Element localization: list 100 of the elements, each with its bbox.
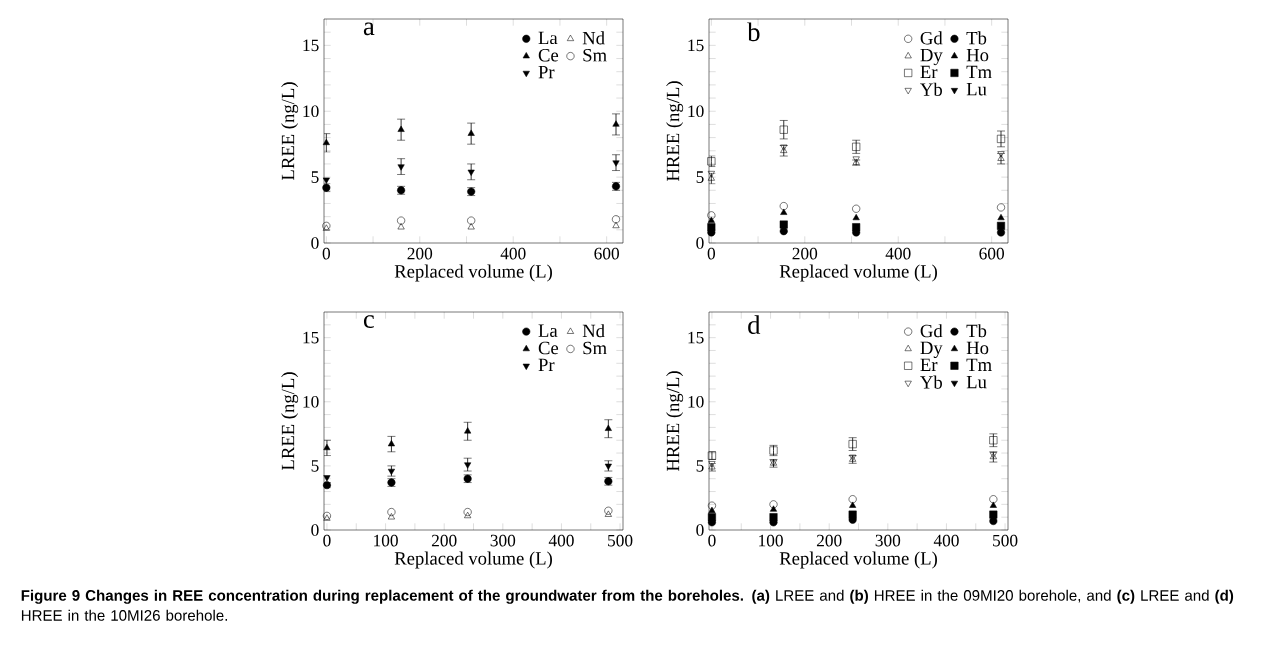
point	[769, 500, 778, 509]
point	[467, 169, 475, 176]
y-tick-label: 0	[696, 524, 704, 536]
y-axis-title: LREE (ng/L)	[281, 82, 299, 180]
x-axis-title: Replaced volume (L)	[779, 551, 937, 569]
y-axis-title: HREE (ng/L)	[666, 81, 684, 182]
chart-title: b	[747, 22, 760, 42]
chart-title: a	[363, 22, 375, 36]
point	[387, 508, 396, 517]
point	[397, 223, 405, 230]
legend-label: Lu	[966, 375, 987, 389]
point	[708, 506, 716, 513]
legend-label: Yb	[920, 82, 942, 96]
point	[769, 513, 778, 522]
point	[322, 138, 330, 145]
point	[997, 221, 1006, 230]
y-tick-label: 10	[688, 105, 704, 118]
x-tick-label: 400	[885, 247, 911, 260]
y-tick-label: 15	[688, 39, 704, 52]
legend-label: Er	[920, 358, 938, 371]
y-tick-label: 0	[311, 237, 319, 249]
point	[707, 223, 716, 232]
legend-label: La	[538, 324, 558, 337]
point	[397, 216, 406, 225]
legend-label: Ho	[966, 341, 989, 355]
x-tick-label: 0	[322, 247, 331, 260]
point	[707, 501, 716, 510]
legend-label: Nd	[582, 31, 605, 45]
point	[852, 204, 861, 213]
point	[322, 511, 331, 520]
point	[612, 160, 620, 167]
legend-label: Nd	[582, 324, 605, 338]
point	[463, 508, 472, 517]
y-tick-label: 10	[303, 395, 319, 408]
point	[989, 510, 998, 519]
legend-label: Sm	[583, 341, 607, 355]
legend-label: Tm	[966, 65, 992, 79]
x-tick-label: 300	[490, 534, 516, 547]
point	[323, 443, 331, 451]
point	[848, 495, 857, 504]
legend-label: Dy	[920, 341, 943, 359]
legend-label: Tm	[966, 358, 992, 371]
point	[611, 215, 620, 224]
point	[997, 213, 1005, 221]
point	[387, 440, 395, 447]
point	[322, 224, 330, 231]
x-tick-label: 300	[875, 534, 901, 547]
y-axis-title: HREE (ng/L)	[666, 371, 684, 472]
point	[779, 202, 788, 211]
x-tick-label: 400	[500, 247, 526, 260]
legend-label: Sm	[583, 48, 607, 62]
point	[322, 221, 331, 230]
legend-label: Tb	[966, 324, 987, 338]
y-tick-label: 10	[688, 395, 704, 408]
x-tick-label: 200	[431, 534, 457, 547]
legend-label: Yb	[920, 375, 942, 389]
point	[387, 468, 395, 476]
chart-title: c	[363, 315, 374, 329]
point	[989, 495, 998, 504]
point	[464, 427, 472, 434]
point	[779, 125, 788, 134]
legend-label: Tb	[966, 31, 987, 45]
x-tick-label: 100	[374, 534, 398, 547]
x-tick-label: 200	[792, 247, 818, 260]
point	[467, 129, 475, 136]
x-axis-title: Replaced volume (L)	[779, 264, 937, 282]
legend-label: Dy	[920, 48, 943, 66]
y-tick-label: 5	[696, 460, 704, 472]
point	[997, 228, 1006, 237]
x-tick-label: 600	[979, 247, 1004, 260]
legend-label: Ce	[538, 48, 559, 62]
legend-label: Pr	[538, 65, 555, 79]
y-tick-label: 0	[311, 524, 319, 536]
point	[387, 513, 395, 520]
point	[323, 514, 331, 521]
x-tick-label: 400	[548, 534, 574, 547]
legend-label: Ho	[966, 48, 989, 62]
x-axis-title: Replaced volume (L)	[394, 551, 552, 569]
point	[852, 213, 860, 221]
point	[397, 125, 405, 132]
point	[780, 208, 788, 215]
x-tick-label: 0	[708, 534, 716, 547]
point	[707, 216, 715, 223]
y-tick-label: 15	[303, 39, 319, 52]
x-tick-label: 0	[323, 534, 331, 547]
point	[323, 475, 331, 482]
y-axis-title: LREE (ng/L)	[281, 372, 299, 470]
legend-label: Lu	[966, 83, 987, 96]
x-axis-title: Replaced volume (L)	[394, 264, 552, 282]
y-tick-label: 5	[311, 460, 319, 472]
point	[849, 501, 857, 508]
x-tick-label: 400	[933, 534, 959, 547]
x-tick-label: 500	[993, 534, 1018, 547]
chart-title: d	[748, 315, 761, 335]
y-tick-label: 15	[303, 331, 319, 344]
y-tick-label: 15	[688, 331, 704, 344]
x-tick-label: 0	[707, 247, 716, 260]
point	[848, 440, 857, 449]
point	[397, 164, 405, 171]
point	[604, 424, 612, 431]
